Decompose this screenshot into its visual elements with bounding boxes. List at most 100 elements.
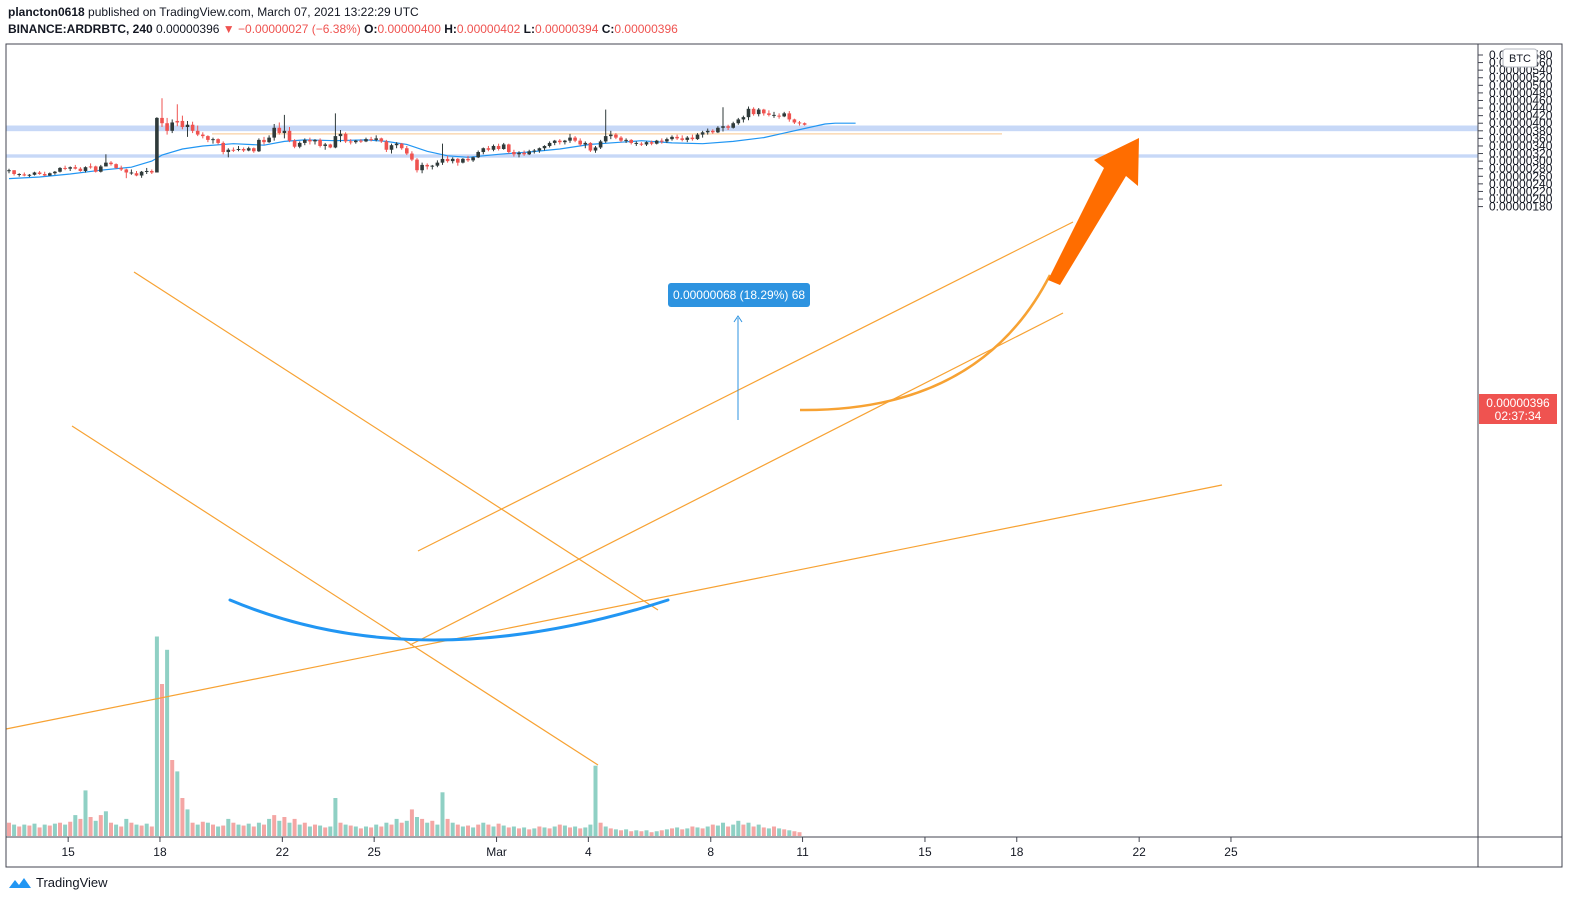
volume-bar [782,829,787,836]
volume-bar [659,830,664,836]
volume-bar [670,828,674,836]
volume-bar [374,824,379,836]
candle [802,122,807,126]
candle-body [226,149,231,153]
candle-body [109,162,113,165]
volume-bar [445,818,450,836]
price-tick-label: 0.00000400 [1489,116,1553,130]
time-axis[interactable]: 15 18 22 25 Mar 4 8 11 15 18 22 25 [61,837,1238,859]
candle [384,139,389,153]
candle-body [175,120,180,123]
candle-body [527,151,531,155]
candle [124,168,129,179]
candle-body [522,152,526,155]
candle [532,148,537,154]
volume-bar [119,826,124,836]
candle [190,121,195,134]
candle-body [88,166,93,168]
volume-bar [236,824,241,836]
candle-body [461,158,465,163]
candle [405,145,409,156]
candle [583,141,588,149]
candle-body [63,167,67,169]
volume-bar [741,824,746,836]
time-tick-label: 22 [1132,845,1146,859]
volume-bar [460,826,465,836]
volume-bar [430,820,435,836]
candle [144,167,149,175]
volume-bar [511,826,516,836]
candle [338,130,343,143]
volume-bar [491,826,496,836]
volume-bar [761,827,766,836]
author-name[interactable]: plancton0618 [8,5,85,19]
volume-bar [608,828,613,836]
candle-body [736,119,741,124]
volume-bar [404,820,409,836]
candle-body [150,170,154,173]
volume-bar [384,822,389,836]
time-tick-label: 18 [1010,845,1024,859]
volume-bar [68,821,73,836]
volume-bar [160,684,164,836]
candle [501,142,506,150]
candle [297,141,302,149]
candle [440,143,445,165]
volume-bar [170,760,175,836]
price-axis[interactable]: 0.000005800.000005600.000005400.00000520… [1478,48,1553,214]
volume-bar [710,824,715,836]
candle-body [777,115,781,117]
price-tick-label: 0.00000300 [1489,154,1553,168]
volume-bar [226,818,231,836]
candle [83,166,88,173]
close-value: 0.00000396 [614,22,678,36]
falling-wedge-top [133,271,659,611]
volume-bar [32,823,37,836]
volume-bar [124,818,129,836]
candle [685,136,690,143]
open-value: 0.00000400 [377,22,441,36]
candle-body [435,162,440,166]
candle-body [746,108,751,118]
candle-body [450,158,455,162]
candle-body [190,124,195,131]
candle [517,151,521,158]
candle [272,123,276,141]
volume-bar [389,824,394,836]
candle-body [685,137,690,140]
volume-bar [471,827,476,836]
volume-bar [455,824,460,836]
candle [512,149,516,157]
price-tick-label: 0.00000440 [1489,101,1553,115]
candle [175,104,180,127]
time-tick-label: 8 [707,845,714,859]
volume-bar [42,824,47,836]
candle-body [797,122,802,124]
candle [277,122,282,135]
candle [303,138,307,146]
tradingview-footer[interactable]: TradingView [8,875,108,890]
volume-bar [476,824,481,836]
currency-badge[interactable]: BTC [1502,48,1538,68]
candle-body [12,170,16,175]
candle [267,135,271,143]
volume-bar [282,817,287,836]
price-tick-label: 0.00000340 [1489,139,1553,153]
candle-body [99,166,103,172]
volume-bar [272,815,277,836]
candle [78,167,83,172]
candle-body [318,139,322,146]
candle-body [583,142,588,145]
volume-bar [409,809,414,836]
candle [486,145,491,152]
candle [665,137,669,143]
candle-body [731,123,735,128]
volume-bar [792,831,797,836]
volume-bar [180,798,185,836]
volume-bar [241,825,246,836]
volume-bar [154,636,159,836]
candle-body [236,148,241,150]
candle [573,136,577,143]
candle-body [420,164,424,171]
